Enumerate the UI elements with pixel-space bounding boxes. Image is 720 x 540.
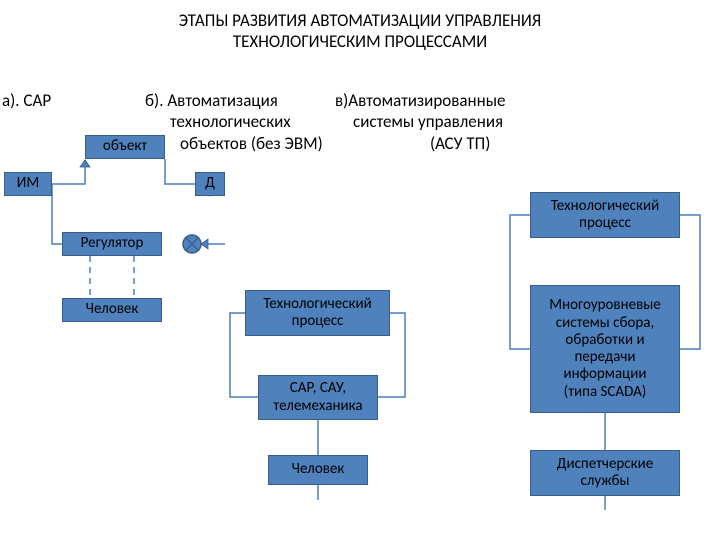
- box-dispatch: Диспетчерские службы: [530, 450, 680, 496]
- box-object: объект: [85, 135, 165, 159]
- diagram-stage: ЭТАПЫ РАЗВИТИЯ АВТОМАТИЗАЦИИ УПРАВЛЕНИЯ …: [0, 0, 720, 540]
- box-human_b: Человек: [268, 455, 368, 485]
- box-regulator: Регулятор: [62, 232, 162, 256]
- box-sar_sau: САР, САУ, телемеханика: [258, 375, 378, 420]
- box-human_a: Человек: [62, 298, 162, 322]
- page-title: ЭТАПЫ РАЗВИТИЯ АВТОМАТИЗАЦИИ УПРАВЛЕНИЯ …: [0, 10, 720, 53]
- box-im: ИМ: [4, 172, 52, 196]
- col-a-label: а). САР: [2, 90, 51, 111]
- col-c-label: в)Автоматизированные системы управления …: [335, 90, 595, 154]
- box-scada: Многоуровневые системы сбора, обработки …: [530, 285, 680, 413]
- box-tech_proc_c: Технологический процесс: [530, 192, 680, 238]
- box-tech_proc_b: Технологический процесс: [245, 290, 390, 336]
- title-line-2: ТЕХНОЛОГИЧЕСКИМ ПРОЦЕССАМИ: [233, 31, 487, 52]
- box-d: Д: [195, 172, 225, 196]
- title-line-1: ЭТАПЫ РАЗВИТИЯ АВТОМАТИЗАЦИИ УПРАВЛЕНИЯ: [179, 10, 541, 31]
